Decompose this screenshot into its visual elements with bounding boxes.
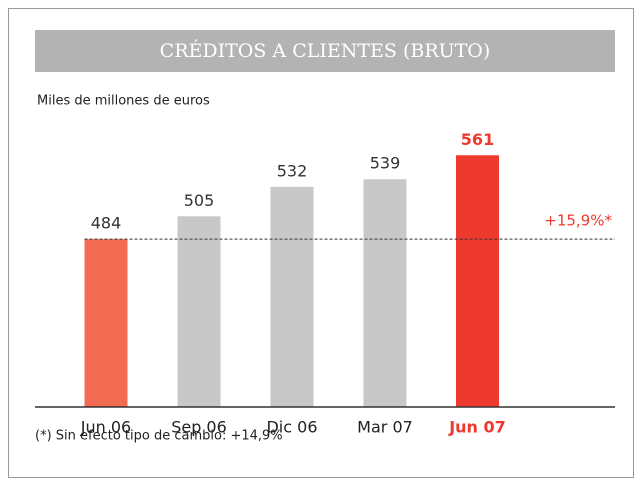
subtitle: Miles de millones de euros: [37, 94, 210, 109]
x-tick-label: Mar 07: [357, 418, 413, 437]
value-label: 505: [184, 191, 215, 210]
x-tick-label: Jun 07: [448, 418, 506, 437]
x-tick-label: Jun 06: [80, 418, 131, 437]
footnote: (*) Sin efecto tipo de cambio: +14,9%: [35, 429, 283, 444]
x-tick-label: Sep 06: [171, 418, 227, 437]
x-tick-label: Dic 06: [266, 418, 317, 437]
bar: [177, 216, 221, 407]
bar: [270, 186, 314, 407]
value-label: 532: [277, 161, 308, 180]
frame: [8, 8, 634, 478]
annotation: +15,9%*: [544, 212, 612, 230]
value-label: 484: [91, 214, 122, 233]
bar: [84, 239, 128, 407]
bar: [456, 155, 499, 407]
chart-title: CRÉDITOS A CLIENTES (BRUTO): [160, 39, 491, 62]
title-band: [35, 30, 615, 72]
value-label: 539: [370, 154, 401, 173]
value-label: 561: [461, 130, 494, 149]
bar: [363, 179, 407, 407]
